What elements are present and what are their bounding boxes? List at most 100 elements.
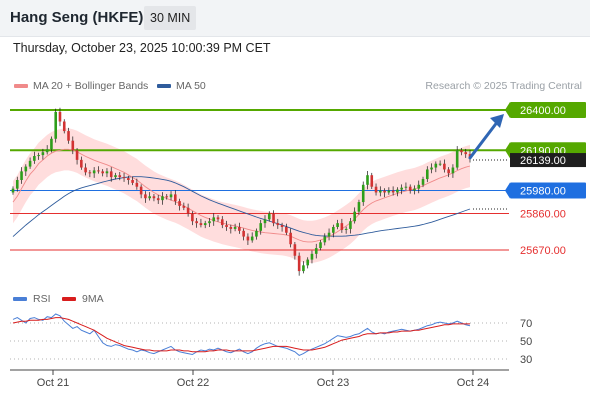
candle-body <box>71 140 75 151</box>
candle <box>71 136 75 155</box>
x-tick-label-Oct 21: Oct 21 <box>37 377 69 389</box>
candle <box>267 211 271 222</box>
candle-body <box>62 121 66 132</box>
candle <box>293 241 297 260</box>
candle <box>84 163 87 176</box>
candle-body <box>127 178 130 180</box>
candle-body <box>293 244 297 256</box>
candle <box>391 186 395 196</box>
candle-body <box>75 150 79 160</box>
candle <box>101 169 104 177</box>
candle <box>127 175 130 185</box>
level-tag-25980.00 <box>510 182 586 199</box>
candle-body <box>84 167 87 173</box>
candle-body <box>229 226 233 229</box>
candle-body <box>400 187 403 190</box>
candle <box>199 218 203 228</box>
candle-body <box>438 163 442 165</box>
candle <box>28 157 32 169</box>
candle <box>425 166 429 183</box>
osc-tick-30: 30 <box>520 354 532 366</box>
candle <box>148 192 151 201</box>
candle-body <box>353 211 356 222</box>
level-label-25860.00: 25860.00 <box>520 209 566 221</box>
candle <box>114 172 117 180</box>
candle-body <box>97 170 100 172</box>
ma50-line <box>12 176 471 237</box>
candle <box>62 119 66 134</box>
candle-body <box>92 170 96 174</box>
candle <box>434 161 438 173</box>
candle-body <box>246 236 250 241</box>
candle <box>285 223 288 236</box>
candle-body <box>45 149 49 153</box>
candle <box>340 218 344 233</box>
current-price-label: 26139.00 <box>520 155 566 167</box>
candle <box>289 228 292 248</box>
candle <box>37 152 40 160</box>
candle <box>430 163 433 174</box>
candle <box>396 187 399 197</box>
candle <box>349 217 352 234</box>
candle-body <box>186 207 190 214</box>
chart-header: Hang Seng (HKFE) 30 MIN <box>0 0 590 37</box>
candle-body <box>122 177 126 179</box>
candle-body <box>156 198 160 201</box>
candle-body <box>408 186 412 191</box>
candle-body <box>425 169 429 180</box>
candle-body <box>434 163 438 168</box>
ma20-line <box>12 148 471 243</box>
candle-body <box>464 152 468 155</box>
candle <box>109 167 113 182</box>
forecast-arrow-shaft <box>468 119 500 160</box>
candle-body <box>280 225 284 227</box>
candle <box>67 127 70 144</box>
candle <box>233 223 237 232</box>
current-price-tag <box>510 153 586 168</box>
candle <box>438 160 442 166</box>
instrument-title: Hang Seng (HKFE) <box>10 9 144 26</box>
candle-body <box>216 217 220 220</box>
candle <box>182 202 186 211</box>
candle <box>455 146 459 170</box>
candle <box>404 182 408 190</box>
candle-body <box>178 201 181 206</box>
level-tag-notch-25980.00 <box>505 182 510 199</box>
candle <box>20 167 23 184</box>
candle <box>319 240 322 251</box>
candle <box>161 192 164 205</box>
candle <box>178 198 181 211</box>
legend-ma50: MA 50 <box>157 80 206 92</box>
candle <box>24 164 28 176</box>
candle <box>220 216 224 229</box>
candle-body <box>361 184 365 203</box>
candle-body <box>24 166 28 172</box>
candle <box>387 187 391 195</box>
candle-body <box>289 232 292 245</box>
candle-body <box>41 152 45 156</box>
candle-body <box>182 205 186 208</box>
candle-body <box>263 219 267 224</box>
candle <box>208 217 211 227</box>
candle-body <box>267 213 271 220</box>
candle-body <box>67 131 70 141</box>
candle <box>152 194 156 202</box>
candle-body <box>310 253 314 260</box>
candle <box>361 181 365 206</box>
candle-body <box>255 230 258 237</box>
candle <box>195 217 198 228</box>
candle <box>135 178 139 190</box>
candle-body <box>233 226 237 229</box>
candle <box>229 224 233 234</box>
candle <box>242 228 245 241</box>
candle <box>45 145 49 155</box>
candle-body <box>370 175 374 187</box>
candle-body <box>54 111 58 139</box>
candle <box>15 176 19 192</box>
candle-body <box>285 226 288 233</box>
candle <box>460 147 463 156</box>
timeframe-badge[interactable]: 30 MIN <box>144 6 197 30</box>
candle-body <box>208 221 211 224</box>
candle <box>238 222 241 234</box>
candle <box>451 164 455 178</box>
